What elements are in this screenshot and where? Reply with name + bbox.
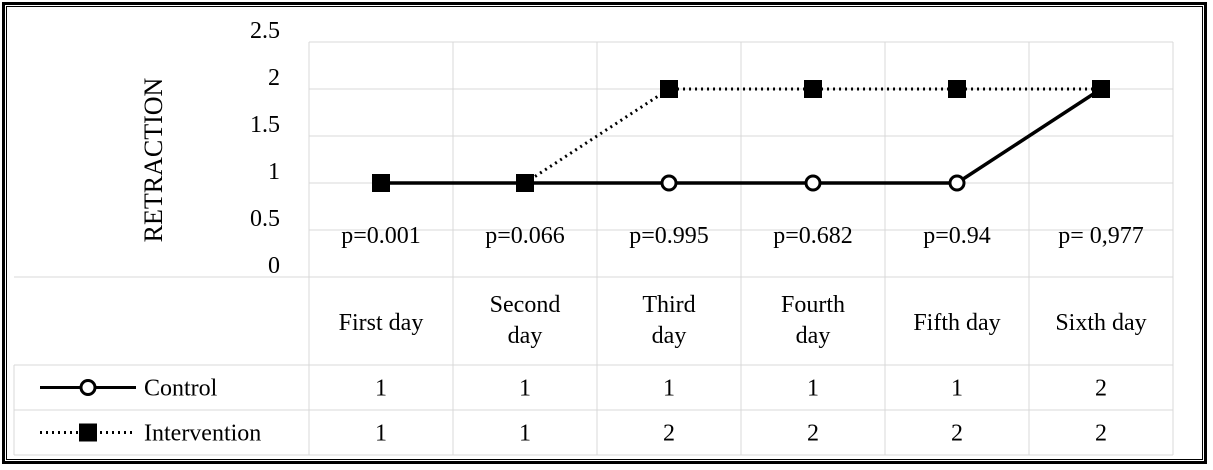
- x-category-label: day: [652, 323, 687, 349]
- x-category-label: Fifth day: [913, 310, 1000, 336]
- marker-control: [660, 174, 678, 192]
- table-cell: 1: [951, 376, 963, 402]
- outer-frame: [2, 2, 1207, 464]
- x-category-label: First day: [339, 310, 424, 336]
- table-cell: 2: [1095, 421, 1107, 447]
- marker-intervention: [516, 174, 534, 192]
- table-cell: 2: [807, 421, 819, 447]
- marker-intervention: [660, 80, 678, 98]
- table-cell: 2: [663, 421, 675, 447]
- p-value-label: p=0.995: [629, 223, 709, 249]
- table-cell: 2: [951, 421, 963, 447]
- p-value-label: p=0.066: [485, 223, 565, 249]
- y-tick-label: 1.5: [250, 112, 280, 138]
- legend-marker-control: [79, 379, 97, 396]
- table-cell: 1: [663, 376, 675, 402]
- y-tick-label: 0: [268, 253, 280, 279]
- x-category-label: day: [508, 323, 543, 349]
- x-category-label: day: [796, 323, 831, 349]
- table-cell: 1: [375, 376, 387, 402]
- x-category-label: Sixth day: [1055, 310, 1146, 336]
- table-cell: 1: [519, 376, 531, 402]
- series-line-control: [381, 87, 1102, 185]
- p-value-label: p=0.001: [341, 223, 421, 249]
- x-category-label: Third: [642, 292, 695, 318]
- table-cell: 2: [1095, 376, 1107, 402]
- legend-label-intervention: Intervention: [144, 421, 261, 447]
- table-cell: 1: [375, 421, 387, 447]
- y-axis-title: RETRACTION: [139, 77, 168, 242]
- marker-intervention: [804, 80, 822, 98]
- marker-intervention: [1092, 80, 1110, 98]
- table-cell: 1: [807, 376, 819, 402]
- y-tick-label: 2.5: [250, 18, 280, 44]
- marker-intervention: [948, 80, 966, 98]
- p-value-label: p=0.94: [923, 223, 991, 249]
- p-value-label: p= 0,977: [1058, 223, 1144, 249]
- x-category-label: Fourth: [781, 292, 845, 318]
- marker-control: [948, 174, 966, 192]
- y-tick-label: 1: [268, 159, 280, 185]
- p-value-label: p=0.682: [773, 223, 853, 249]
- y-tick-label: 2: [268, 65, 280, 91]
- x-category-label: Second: [490, 292, 561, 318]
- marker-control: [804, 174, 822, 192]
- table-cell: 1: [519, 421, 531, 447]
- legend-marker-intervention: [79, 423, 97, 442]
- y-tick-label: 0.5: [250, 206, 280, 232]
- marker-intervention: [372, 174, 390, 192]
- legend-label-control: Control: [144, 376, 218, 402]
- inner-frame: [6, 6, 1203, 460]
